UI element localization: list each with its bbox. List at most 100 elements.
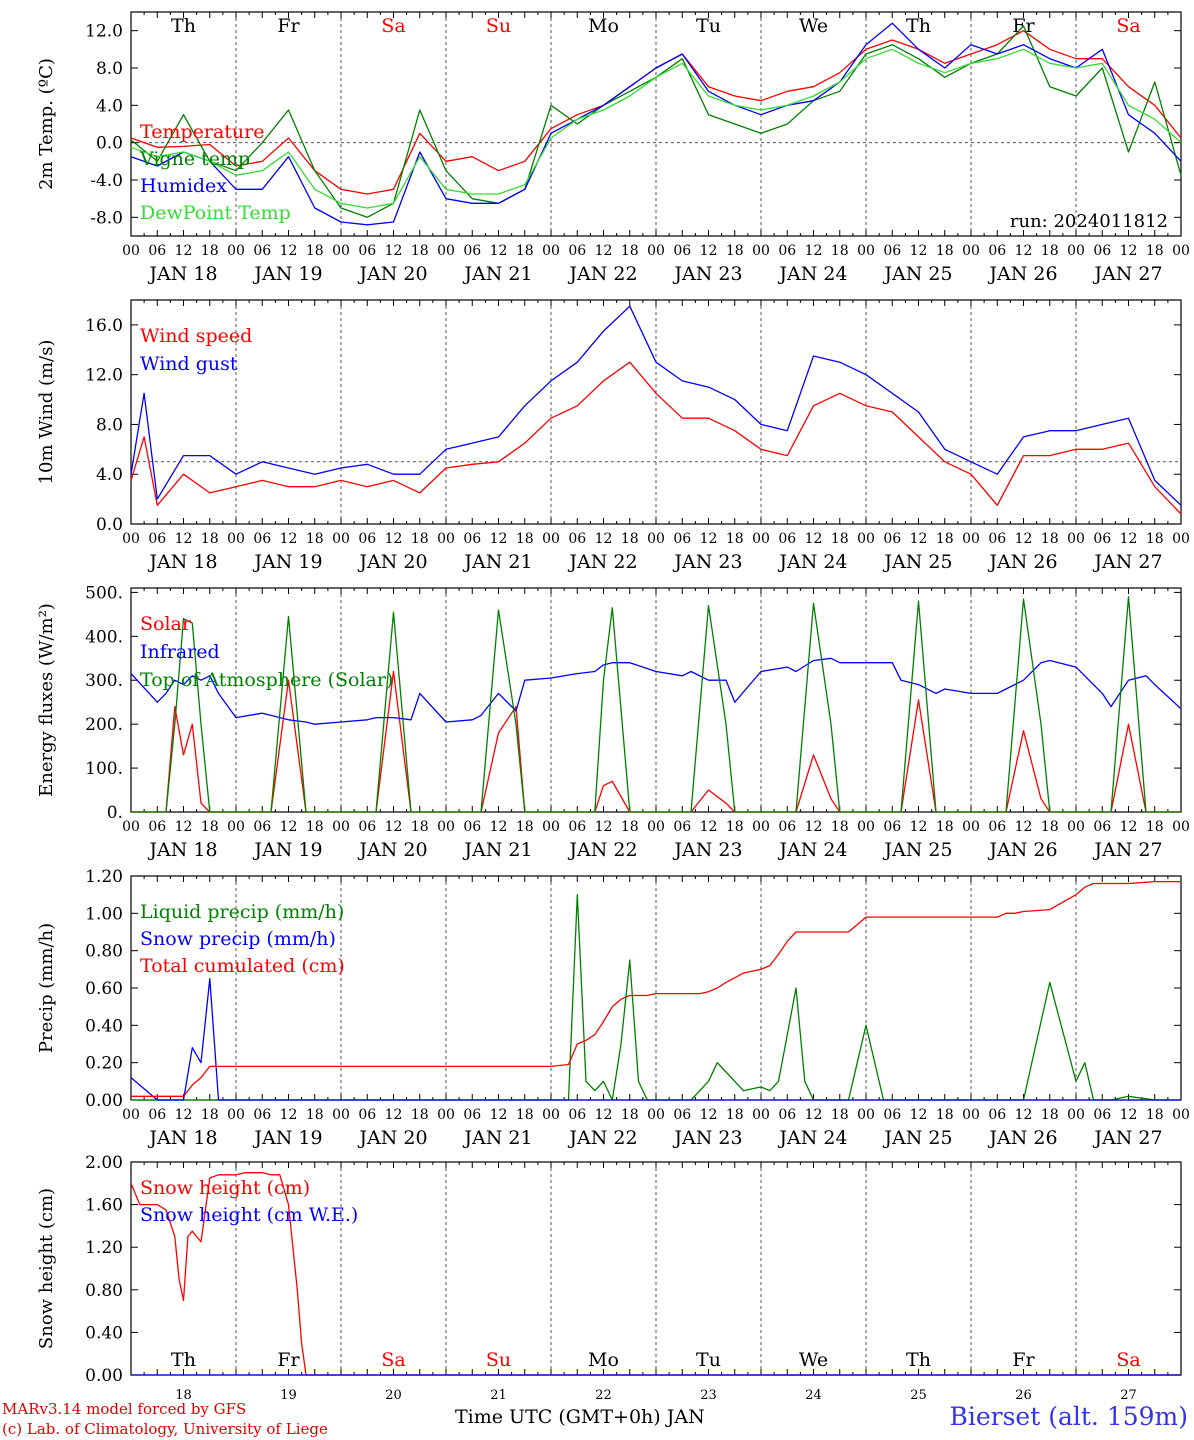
hour-tick-label: 00 [332,819,350,835]
hour-tick-label: 06 [358,819,376,835]
date-label: JAN 25 [882,551,952,573]
hour-tick-label: 12 [1120,531,1138,547]
hour-tick-label: 00 [1172,819,1190,835]
hour-tick-label: 00 [437,531,455,547]
legend-entry: Snow height (cm) [140,1177,310,1199]
date-label: JAN 19 [252,263,322,285]
hour-tick-label: 06 [568,1107,586,1123]
hour-tick-label: 00 [1067,531,1085,547]
y-tick-label: 0.0 [96,134,123,154]
date-label: JAN 18 [147,1127,217,1149]
hour-tick-label: 12 [910,819,928,835]
hour-tick-label: 00 [332,531,350,547]
hour-tick-label: 18 [936,819,954,835]
hour-tick-label: 18 [621,1107,639,1123]
day-number-label: 27 [1120,1388,1137,1403]
hour-tick-label: 06 [253,819,271,835]
hour-tick-label: 06 [463,1107,481,1123]
y-tick-label: 2.00 [85,1153,123,1173]
date-label: JAN 27 [1092,551,1162,573]
legend-entry: Infrared [140,641,220,663]
hour-tick-label: 00 [752,819,770,835]
legend-entry: Total cumulated (cm) [140,955,345,977]
date-label: JAN 23 [672,263,742,285]
hour-tick-label: 00 [857,1107,875,1123]
series-line-blue [130,305,1182,506]
hour-tick-label: 12 [1015,1107,1033,1123]
y-tick-label: 1.60 [85,1196,123,1216]
y-tick-label: 8.0 [96,415,123,435]
hour-tick-label: 12 [595,531,613,547]
day-name-label: Sa [381,1349,405,1371]
date-label: JAN 26 [987,263,1057,285]
y-tick-label: 1.20 [85,867,123,887]
hour-tick-label: 12 [595,819,613,835]
hour-tick-label: 12 [490,819,508,835]
hour-tick-label: 06 [148,1107,166,1123]
day-name-label: Sa [1116,1349,1140,1371]
hour-tick-label: 18 [621,819,639,835]
hour-tick-label: 12 [1120,1107,1138,1123]
y-tick-label: 0.80 [85,942,123,962]
day-name-label: Th [171,15,196,37]
y-tick-label: 0.80 [85,1281,123,1301]
hour-tick-label: 18 [306,819,324,835]
hour-tick-label: 06 [883,243,901,259]
date-label: JAN 19 [252,839,322,861]
hour-tick-label: 12 [910,243,928,259]
day-name-label: Tu [696,15,721,37]
hour-tick-label: 18 [936,243,954,259]
hour-tick-label: 12 [910,1107,928,1123]
legend-entry: Humidex [140,175,227,197]
hour-tick-label: 12 [805,1107,823,1123]
hour-tick-label: 00 [857,243,875,259]
date-label: JAN 25 [882,1127,952,1149]
date-label: JAN 21 [462,551,532,573]
y-tick-label: -4.0 [90,171,123,191]
y-tick-label: 0.20 [85,1054,123,1074]
day-name-label: We [799,1349,828,1371]
hour-tick-label: 12 [700,1107,718,1123]
run-label: run: 2024011812 [1010,211,1168,232]
hour-tick-label: 18 [831,819,849,835]
hour-tick-label: 12 [385,243,403,259]
hour-tick-label: 00 [542,531,560,547]
y-tick-label: -8.0 [90,208,123,228]
day-name-label: Su [486,1349,511,1371]
hour-tick-label: 00 [1067,1107,1085,1123]
hour-tick-label: 18 [306,531,324,547]
day-number-label: 26 [1015,1388,1032,1403]
hour-tick-label: 18 [516,1107,534,1123]
date-label: JAN 27 [1092,263,1162,285]
date-label: JAN 27 [1092,1127,1162,1149]
hour-tick-label: 06 [673,243,691,259]
hour-tick-label: 12 [280,819,298,835]
series-line-blue [130,657,1182,725]
day-number-label: 19 [280,1388,297,1403]
date-label: JAN 22 [567,551,637,573]
day-name-label: Sa [1116,15,1140,37]
hour-tick-label: 12 [490,1107,508,1123]
hour-tick-label: 12 [175,531,193,547]
hour-tick-label: 18 [1041,1107,1059,1123]
legend-entry: Liquid precip (mm/h) [140,901,344,923]
series-line-green [131,596,1181,813]
hour-tick-label: 18 [1146,1107,1164,1123]
date-label: JAN 26 [987,551,1057,573]
hour-tick-label: 18 [516,819,534,835]
hour-tick-label: 12 [385,819,403,835]
model-credit: MARv3.14 model forced by GFS [2,1400,247,1418]
hour-tick-label: 18 [411,531,429,547]
y-tick-label: 4.0 [96,96,123,116]
hour-tick-label: 12 [385,1107,403,1123]
legend-entry: Snow height (cm W.E.) [140,1204,358,1226]
hour-tick-label: 00 [1067,243,1085,259]
y-tick-label: 0.60 [85,979,123,999]
day-number-label: 18 [175,1388,192,1403]
y-tick-label: 100. [85,759,123,779]
plot-frame [130,299,1182,525]
hour-tick-label: 18 [201,819,219,835]
hour-tick-label: 18 [201,531,219,547]
legend-entry: Vigne temp [139,148,250,170]
day-name-label: We [799,15,828,37]
